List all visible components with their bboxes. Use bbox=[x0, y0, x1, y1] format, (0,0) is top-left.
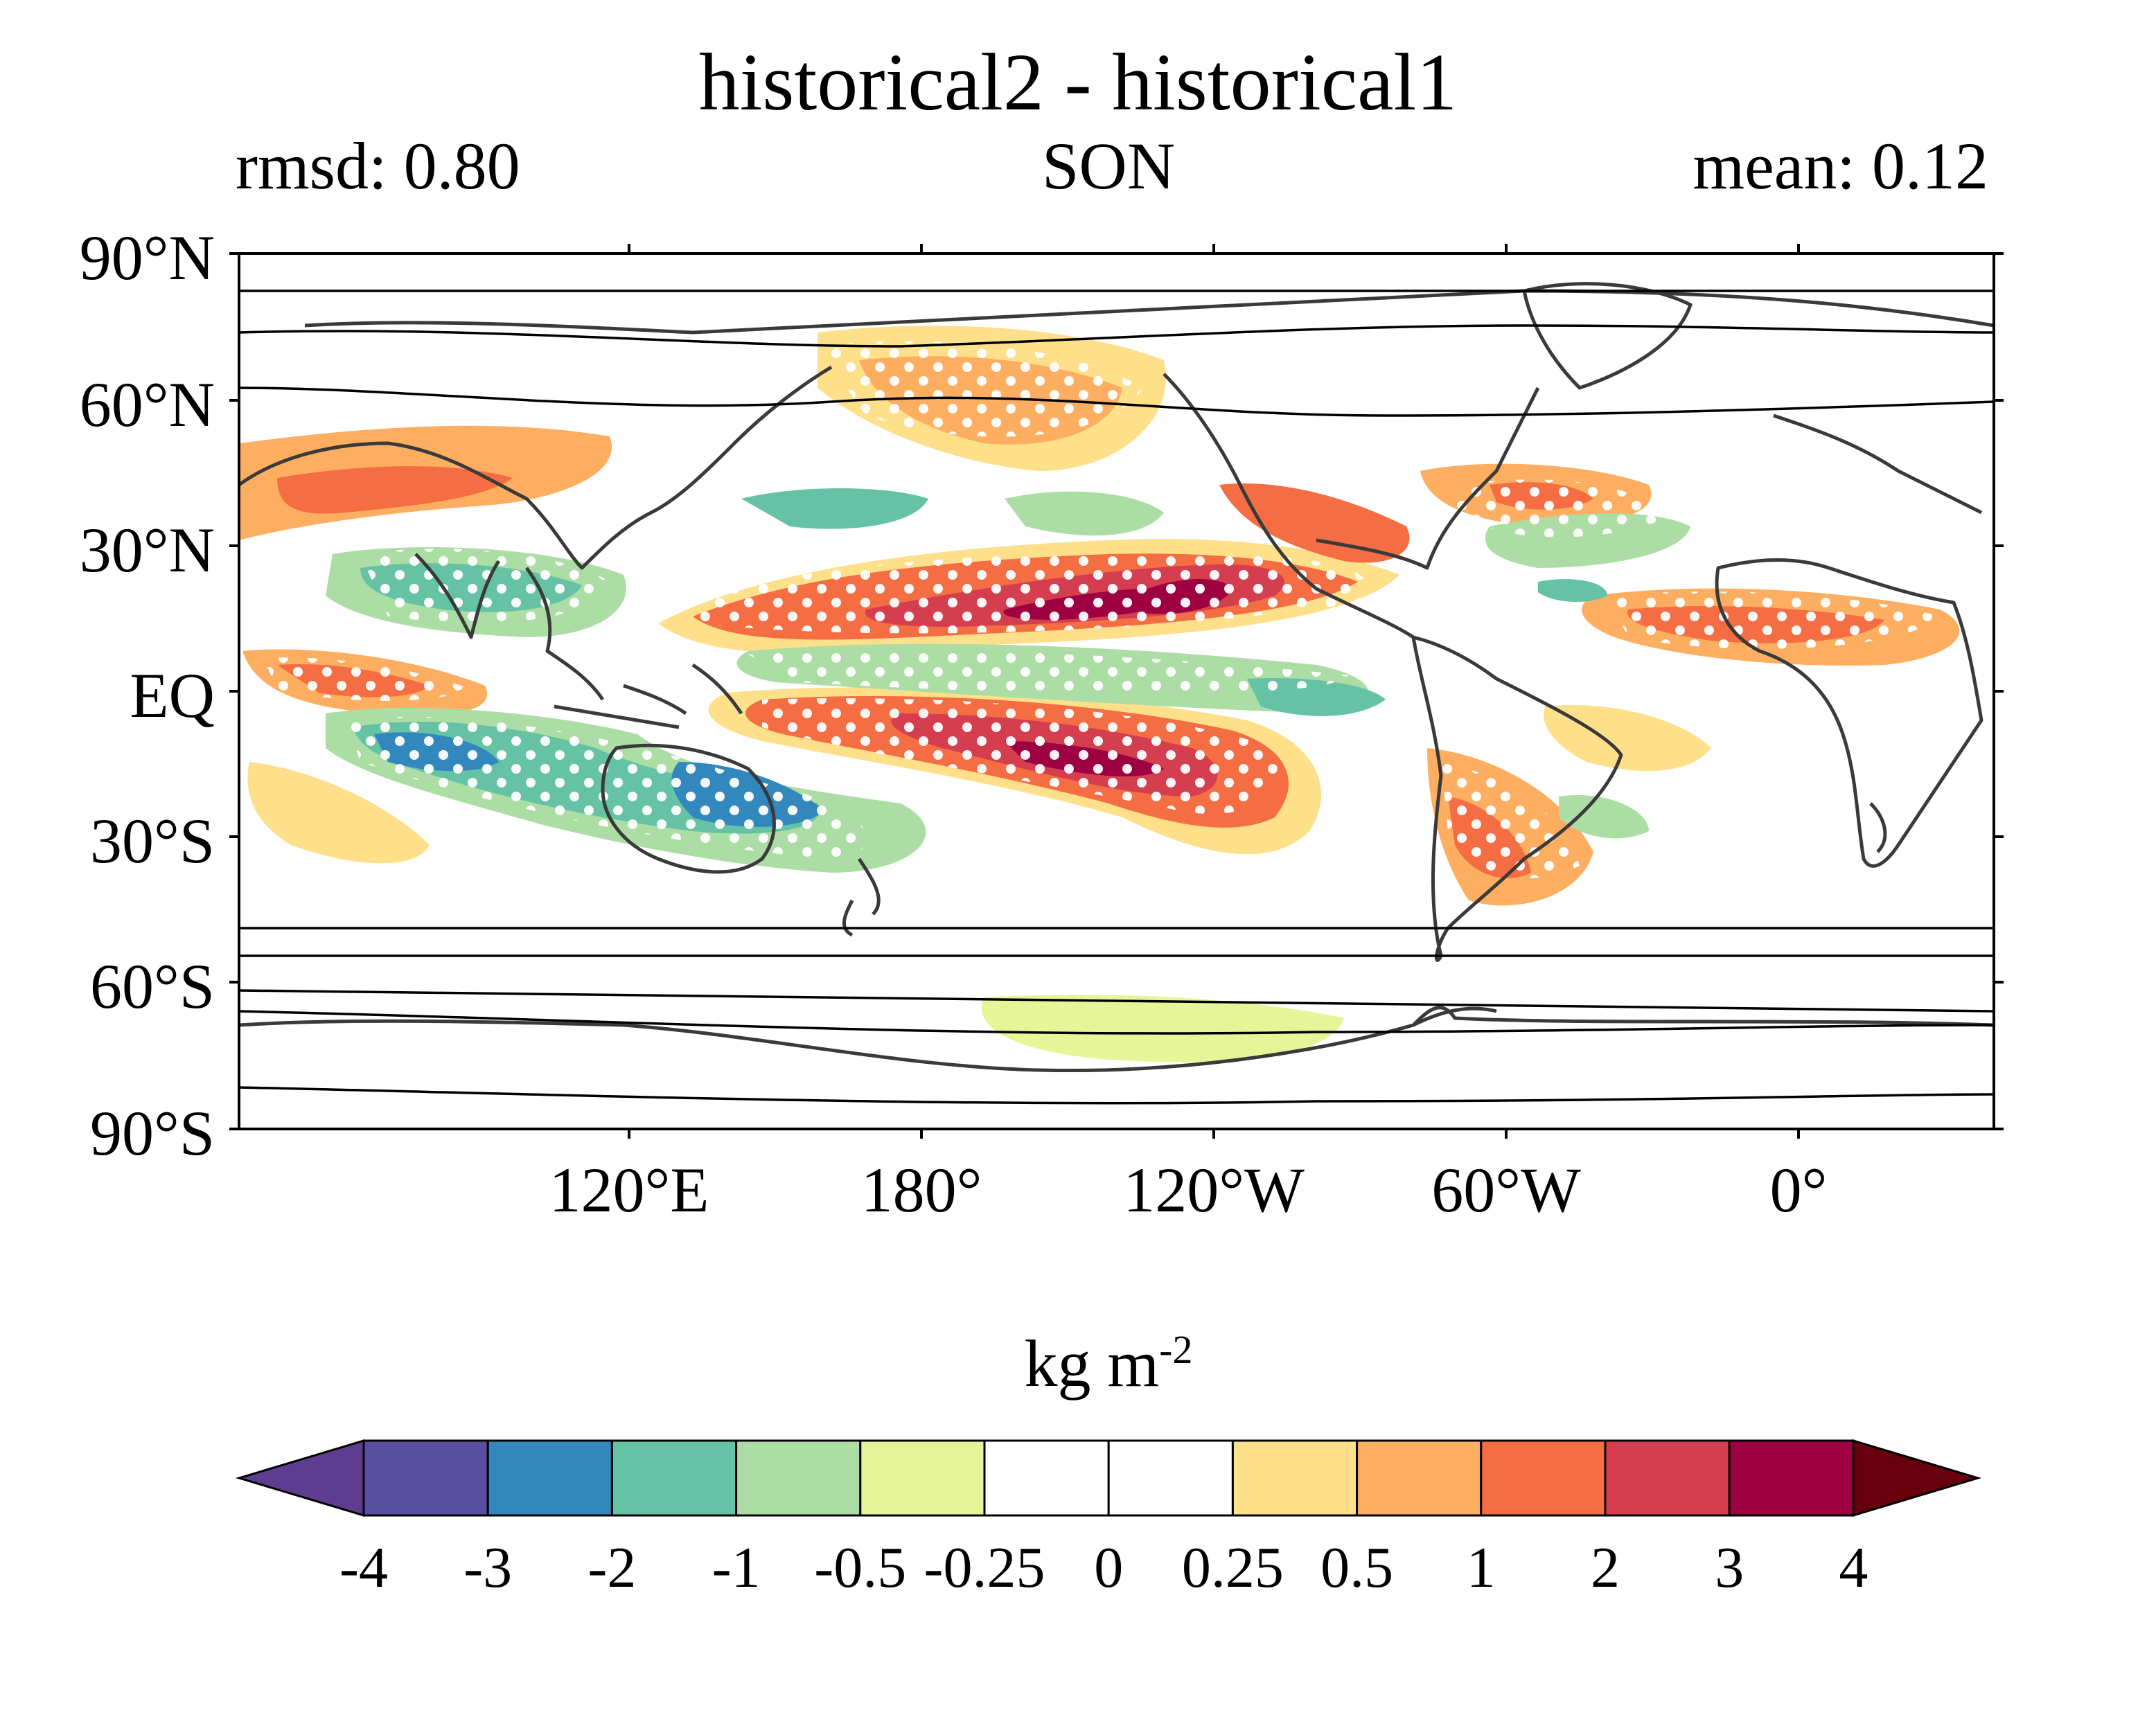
colorbar-units: kg m-2 bbox=[0, 1330, 2156, 1397]
mid-pacific-negative bbox=[1005, 491, 1164, 536]
colorbar-tick-label: -1 bbox=[712, 1536, 761, 1600]
season-label: SON bbox=[1041, 129, 1176, 203]
colorbar-cell bbox=[1728, 1439, 1855, 1517]
eurasia-coast bbox=[239, 365, 833, 570]
madagascar-coast bbox=[1869, 802, 1887, 853]
colorbar-cells bbox=[362, 1439, 1855, 1517]
north-pacific-negative bbox=[741, 488, 928, 529]
new-zealand-coast bbox=[842, 857, 881, 937]
significance-stippling bbox=[263, 341, 1940, 879]
lon-label-120e: 120°E bbox=[549, 1155, 709, 1225]
colorbar-tick-label: -0.5 bbox=[814, 1536, 907, 1600]
south-indian-positive bbox=[247, 762, 430, 864]
coastlines bbox=[239, 282, 1994, 1073]
colorbar-cell bbox=[1356, 1439, 1483, 1517]
antarctic-negative bbox=[981, 995, 1344, 1062]
colorbar-cell bbox=[486, 1439, 613, 1517]
mean-label: mean: 0.12 bbox=[1693, 129, 1988, 203]
atlantic-negative-core bbox=[1538, 579, 1607, 603]
australia-coast bbox=[601, 743, 776, 874]
colorbar-tick-label: 3 bbox=[1715, 1536, 1744, 1600]
lat-label-90s: 90°S bbox=[90, 1098, 215, 1168]
colorbar-cell bbox=[1231, 1439, 1359, 1517]
lat-label-60s: 60°S bbox=[90, 951, 215, 1022]
north-america-coast bbox=[1163, 373, 1540, 639]
rmsd-label: rmsd: 0.80 bbox=[236, 129, 520, 203]
south-america-coast bbox=[1411, 635, 1623, 962]
colorbar-tick-label: 2 bbox=[1591, 1536, 1620, 1600]
colorbar-tick-label: -4 bbox=[339, 1536, 388, 1600]
eurasia-positive-core bbox=[277, 466, 513, 514]
axis-ticks bbox=[229, 244, 2004, 1139]
anomaly-field bbox=[239, 253, 1994, 1129]
colorbar-cell bbox=[610, 1439, 738, 1517]
units-exponent: -2 bbox=[1159, 1327, 1193, 1372]
colorbar-cell bbox=[1107, 1439, 1234, 1517]
africa-coast bbox=[1715, 558, 1983, 868]
maritime-islands bbox=[554, 663, 743, 729]
antarctica-coast bbox=[239, 1006, 1994, 1073]
map-title: historical2 - historical1 bbox=[698, 37, 1458, 127]
colorbar-tick-label: -3 bbox=[463, 1536, 513, 1600]
atlantic-south-negative bbox=[1559, 795, 1649, 839]
greenland-coast bbox=[1522, 282, 1693, 390]
india-coast bbox=[414, 553, 501, 639]
colorbar-cell bbox=[1480, 1439, 1607, 1517]
arctic-coast bbox=[304, 289, 1994, 335]
central-america-positive bbox=[1219, 483, 1410, 563]
units-text: kg m bbox=[1024, 1326, 1160, 1400]
lat-label-60n: 60°N bbox=[79, 369, 215, 440]
colorbar-tick-label: -0.25 bbox=[924, 1536, 1045, 1600]
colorbar-tick-label: 0.5 bbox=[1320, 1536, 1394, 1600]
lat-label-90n: 90°N bbox=[79, 222, 215, 293]
south-atlantic-positive bbox=[1544, 705, 1711, 772]
lon-label-60w: 60°W bbox=[1431, 1155, 1581, 1225]
colorbar-tick-label: 1 bbox=[1466, 1536, 1496, 1600]
colorbar bbox=[235, 1439, 1982, 1518]
colorbar-tick-label: -2 bbox=[587, 1536, 637, 1600]
lon-label-0: 0° bbox=[1769, 1155, 1828, 1225]
lon-label-120w: 120°W bbox=[1123, 1155, 1305, 1225]
colorbar-max-arrow bbox=[1852, 1439, 1982, 1518]
lon-label-180: 180° bbox=[860, 1155, 982, 1225]
colorbar-cell bbox=[859, 1439, 986, 1517]
colorbar-min-arrow bbox=[235, 1439, 365, 1518]
lat-label-30s: 30°S bbox=[90, 806, 215, 876]
colorbar-cell bbox=[362, 1439, 489, 1517]
colorbar-tick-label: 4 bbox=[1839, 1536, 1868, 1600]
colorbar-cell bbox=[1604, 1439, 1731, 1517]
antarctic-peninsula-coast bbox=[1412, 1006, 1497, 1027]
lat-label-eq: EQ bbox=[130, 660, 215, 731]
colorbar-tick-label: 0.25 bbox=[1181, 1536, 1284, 1600]
colorbar-cell bbox=[983, 1439, 1110, 1517]
southeast-asia-coast bbox=[524, 567, 605, 701]
colorbar-tick-label: 0 bbox=[1094, 1536, 1124, 1600]
europe-coast bbox=[1773, 413, 1983, 515]
lat-label-30n: 30°N bbox=[79, 515, 215, 585]
colorbar-cell bbox=[735, 1439, 862, 1517]
